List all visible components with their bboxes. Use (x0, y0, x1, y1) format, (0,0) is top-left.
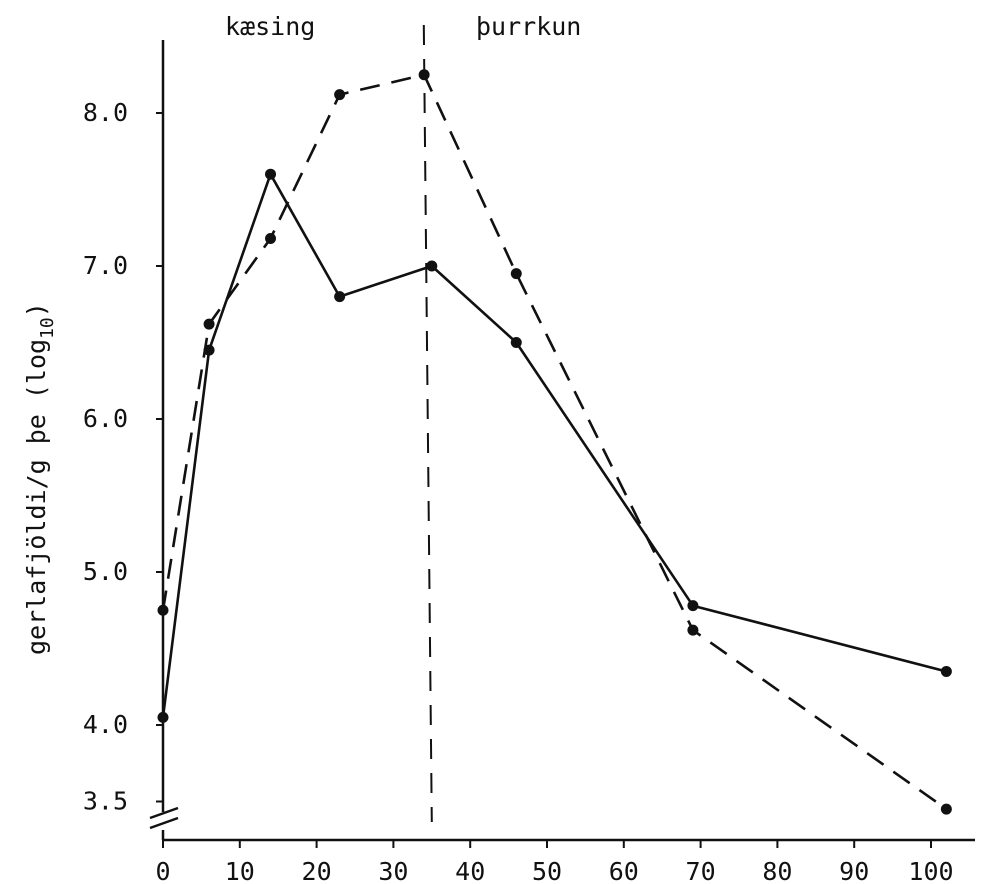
series-layer (157, 69, 952, 815)
data-point-dashed (687, 624, 699, 636)
y-axis-break-mark (149, 816, 179, 830)
phase-label-thurrkun: þurrkun (476, 12, 581, 41)
data-point-dashed (157, 604, 169, 616)
x-tick-label: 0 (155, 857, 170, 884)
data-point-solid (687, 600, 699, 612)
data-point-solid (157, 711, 169, 723)
axes: 0 10 20 30 40 50 60 70 80 90 100 3.5 4.0 5.0 6.0 7.0 8.0 (83, 40, 975, 884)
data-point-dashed (510, 268, 522, 280)
data-point-dashed (265, 232, 277, 244)
phase-divider-line (422, 24, 433, 823)
x-tick-label: 80 (762, 857, 792, 884)
y-tick-label: 8.0 (83, 98, 128, 127)
data-point-solid (334, 291, 346, 303)
x-tick-label: 90 (839, 857, 869, 884)
x-tick-label: 60 (609, 857, 639, 884)
data-point-solid (426, 260, 438, 272)
data-point-solid (940, 665, 952, 677)
series-line-dashed (161, 73, 948, 811)
y-axis-label: gerlafjöldi/g þe (log10) (22, 302, 58, 655)
y-tick-label: 7.0 (83, 251, 128, 280)
y-axis-label-main: gerlafjöldi/g þe (log (22, 339, 51, 655)
data-point-solid (510, 337, 522, 348)
phase-divider-group (422, 24, 433, 823)
x-tick-label: 30 (378, 857, 408, 884)
y-tick-label: 3.5 (83, 787, 128, 816)
data-point-dashed (203, 318, 215, 330)
x-tick-label: 50 (532, 857, 562, 884)
y-tick-label: 6.0 (83, 404, 128, 433)
series-line-solid (161, 172, 947, 718)
phase-label-kaesing: kæsing (225, 12, 315, 41)
y-axis-label-subscript: 10 (37, 317, 58, 339)
y-axis-label-close: ) (22, 302, 51, 317)
x-tick-label: 70 (686, 857, 716, 884)
x-tick-label: 20 (302, 857, 332, 884)
x-tick-label: 10 (225, 857, 255, 884)
x-tick-label: 100 (908, 857, 953, 884)
data-point-dashed (334, 89, 346, 101)
y-tick-label: 5.0 (83, 557, 128, 586)
data-point-solid (265, 168, 277, 180)
y-axis-break-mark (149, 806, 179, 820)
y-tick-label: 4.0 (83, 710, 128, 739)
x-tick-label: 40 (455, 857, 485, 884)
data-point-dashed (940, 803, 952, 815)
data-point-dashed (418, 69, 430, 81)
labels-layer: kæsing þurrkun gerlafjöldi/g þe (log10) (22, 12, 581, 655)
